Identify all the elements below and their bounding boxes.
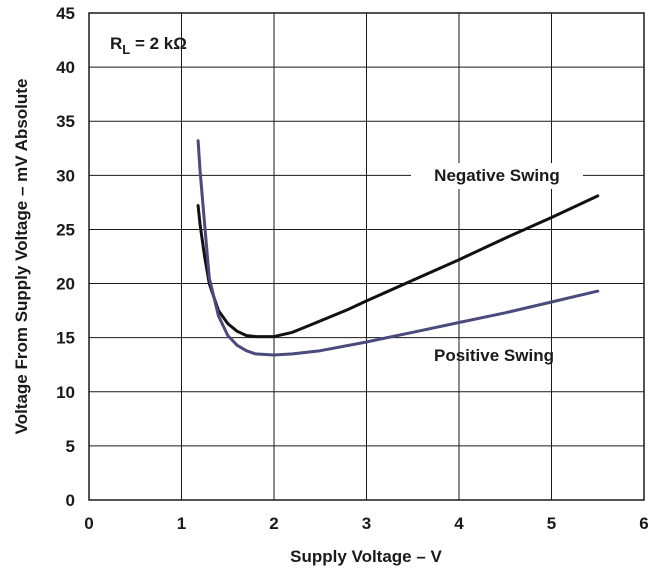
condition-label-subscript: L xyxy=(122,42,130,57)
y-tick-label: 15 xyxy=(56,329,75,348)
x-tick-label: 1 xyxy=(177,514,186,533)
x-tick-label: 6 xyxy=(639,514,648,533)
positive-swing-line xyxy=(196,139,600,357)
y-tick-label: 0 xyxy=(66,491,75,510)
x-tick-label: 3 xyxy=(362,514,371,533)
x-tick-label: 4 xyxy=(454,514,464,533)
y-tick-label: 30 xyxy=(56,166,75,185)
condition-label: RL = 2 kΩ xyxy=(110,34,187,57)
series-layer: Negative Swing Positive Swing xyxy=(196,139,600,365)
negative-swing-label: Negative Swing xyxy=(434,166,560,185)
y-tick-label: 45 xyxy=(56,4,75,23)
plot-frame xyxy=(88,12,645,501)
x-tick-label: 2 xyxy=(269,514,278,533)
y-tick-label: 25 xyxy=(56,220,75,239)
y-tick-label: 10 xyxy=(56,383,75,402)
y-tick-label: 40 xyxy=(56,58,75,77)
y-axis-label: Voltage From Supply Voltage – mV Absolut… xyxy=(12,79,31,435)
y-tick-label: 20 xyxy=(56,275,75,294)
y-tick-label: 35 xyxy=(56,112,75,131)
condition-label-suffix: = 2 kΩ xyxy=(130,34,187,53)
x-tick-label: 5 xyxy=(547,514,556,533)
grid-lines xyxy=(89,13,644,500)
positive-swing-label: Positive Swing xyxy=(434,346,554,365)
condition-label-prefix: R xyxy=(110,34,122,53)
series-label-background xyxy=(411,163,583,189)
x-tick-label: 0 xyxy=(84,514,93,533)
x-axis-label: Supply Voltage – V xyxy=(290,547,442,566)
y-tick-label: 5 xyxy=(66,437,75,456)
negative-swing-line xyxy=(196,194,600,339)
